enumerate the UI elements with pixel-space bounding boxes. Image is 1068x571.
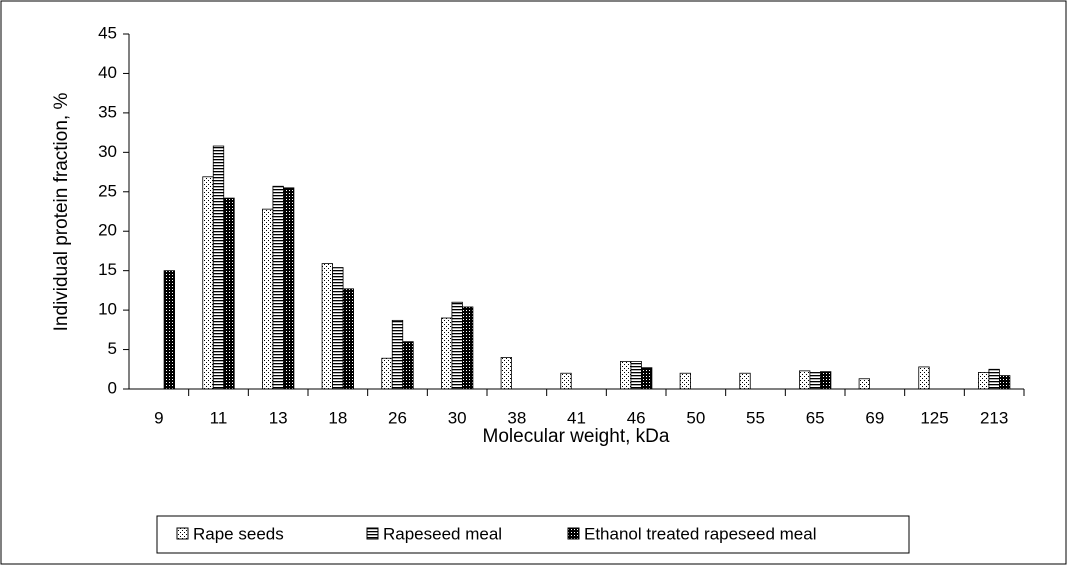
- bar: [272, 185, 284, 390]
- bar: [560, 372, 572, 390]
- bar: [809, 372, 821, 390]
- x-tick-label: 41: [567, 408, 586, 427]
- x-tick-label: 38: [507, 408, 526, 427]
- y-axis-label: Individual protein fraction, %: [51, 93, 72, 332]
- x-tick-label: 69: [865, 408, 884, 427]
- bar: [212, 145, 225, 390]
- y-tick-label: 0: [108, 378, 117, 397]
- bar: [283, 187, 295, 390]
- bar: [620, 360, 632, 390]
- y-tick-label: 40: [98, 63, 117, 82]
- y-tick-label: 15: [98, 260, 117, 279]
- bar: [500, 357, 512, 390]
- bar: [402, 341, 414, 390]
- x-tick-label: 65: [806, 408, 825, 427]
- bar: [999, 375, 1011, 390]
- legend-box: [156, 515, 910, 554]
- bar: [799, 370, 811, 390]
- y-tick-label: 35: [98, 102, 117, 121]
- bar: [462, 306, 474, 390]
- bar: [262, 208, 274, 390]
- y-tick-label: 25: [98, 181, 117, 200]
- x-tick-label: 18: [328, 408, 347, 427]
- bar: [223, 197, 235, 390]
- x-tick-label: 50: [686, 408, 705, 427]
- bar: [332, 267, 344, 390]
- bar: [641, 367, 653, 390]
- bar: [978, 372, 990, 390]
- bar: [630, 360, 642, 390]
- legend-label: Ethanol treated rapeseed meal: [584, 524, 817, 543]
- y-tick-label: 30: [98, 142, 117, 161]
- bar: [988, 368, 1000, 390]
- x-tick-label: 26: [388, 408, 407, 427]
- y-tick-label: 45: [98, 23, 117, 42]
- bar: [163, 270, 175, 390]
- x-tick-label: 13: [269, 408, 288, 427]
- x-tick-label: 9: [154, 408, 163, 427]
- legend-swatch: [366, 527, 379, 540]
- bar: [451, 301, 463, 390]
- x-tick-label: 55: [746, 408, 765, 427]
- bar: [381, 357, 393, 390]
- y-tick-label: 10: [98, 300, 117, 319]
- bar: [202, 176, 214, 390]
- legend-swatch: [176, 527, 189, 540]
- bar: [820, 371, 832, 390]
- legend-label: Rapeseed meal: [383, 524, 502, 543]
- bar: [918, 366, 930, 390]
- x-tick-label: 213: [980, 408, 1008, 427]
- bar: [739, 372, 751, 390]
- y-tick-label: 20: [98, 221, 117, 240]
- bar: [679, 372, 691, 390]
- bar: [391, 319, 404, 390]
- x-tick-label: 30: [448, 408, 467, 427]
- x-tick-label: 11: [210, 408, 228, 427]
- legend-swatch: [567, 527, 580, 540]
- bar: [342, 288, 354, 390]
- legend-label: Rape seeds: [193, 524, 284, 543]
- bar: [858, 378, 870, 390]
- y-tick-label: 5: [108, 339, 117, 358]
- bar: [321, 263, 333, 390]
- x-axis-label: Molecular weight, kDa: [483, 426, 670, 447]
- x-tick-label: 125: [920, 408, 948, 427]
- x-tick-label: 46: [627, 408, 646, 427]
- bar: [441, 317, 453, 390]
